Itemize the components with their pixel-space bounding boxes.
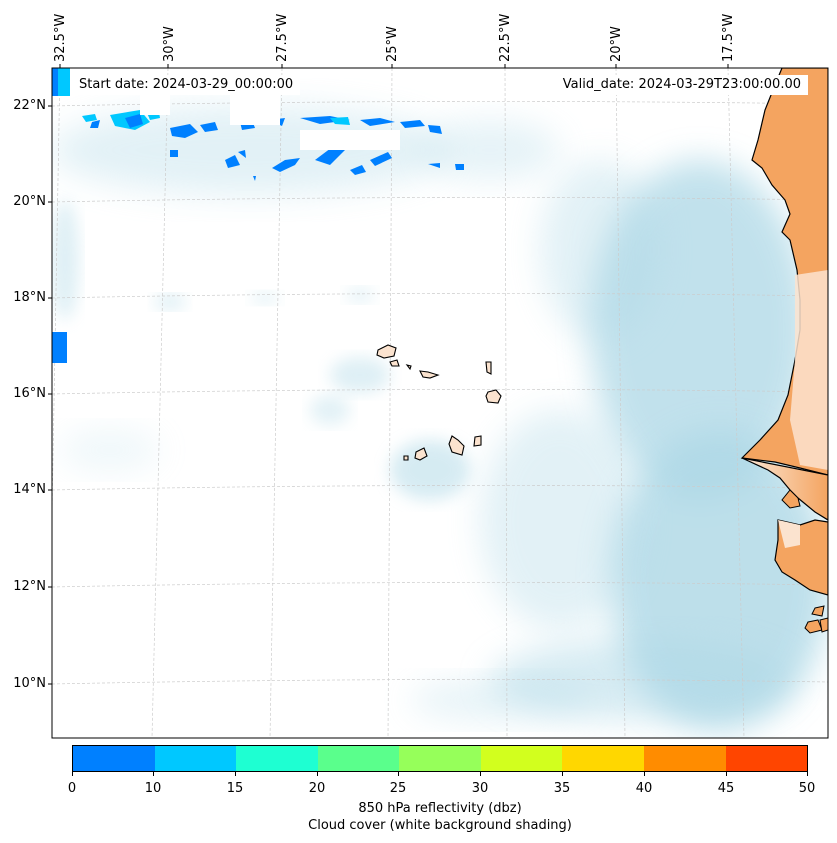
longitude-label: 30°W — [162, 26, 177, 62]
longitude-ticks — [59, 64, 729, 68]
valid-date-label: Valid_date: 2024-03-29T23:00:00.00 — [555, 75, 808, 95]
map-frame — [51, 67, 829, 739]
colorbar — [72, 745, 808, 772]
latitude-label: 20°N — [13, 194, 46, 209]
latitude-label: 12°N — [13, 579, 46, 594]
colorbar-segment — [399, 746, 481, 771]
colorbar-tick — [235, 771, 236, 776]
colorbar-tick — [807, 771, 808, 776]
colorbar-segment — [725, 746, 808, 771]
longitude-label: 32.5°W — [53, 13, 68, 62]
latitude-label: 14°N — [13, 482, 46, 497]
colorbar-tick-label: 40 — [635, 781, 653, 796]
colorbar-tick — [153, 771, 154, 776]
colorbar-tick — [72, 771, 73, 776]
colorbar-tick-label: 0 — [67, 781, 77, 796]
latitude-label: 22°N — [13, 98, 46, 113]
cloud-cover-shading — [52, 105, 828, 730]
colorbar-segment — [480, 746, 563, 771]
colorbar-tick-label: 15 — [226, 781, 244, 796]
africa-coastline — [740, 68, 828, 634]
map-area — [52, 68, 828, 738]
colorbar-segment — [154, 746, 237, 771]
latitude-label: 16°N — [13, 386, 46, 401]
colorbar-tick — [562, 771, 563, 776]
colorbar-tick-label: 45 — [717, 781, 735, 796]
colorbar-tick — [726, 771, 727, 776]
cape-verde-islands — [376, 344, 502, 461]
latitude-label: 18°N — [13, 290, 46, 305]
longitude-label: 25°W — [385, 26, 400, 62]
colorbar-tick-label: 30 — [471, 781, 489, 796]
colorbar-tick — [644, 771, 645, 776]
colorbar-segment — [562, 746, 644, 771]
latitude-label: 10°N — [13, 676, 46, 691]
start-date-label: Start date: 2024-03-29_00:00:00 — [72, 75, 301, 95]
colorbar-tick-label: 10 — [144, 781, 162, 796]
colorbar-tick — [480, 771, 481, 776]
colorbar-title: 850 hPa reflectivity (dbz) — [358, 801, 522, 816]
longitude-label: 20°W — [609, 26, 624, 62]
colorbar-tick-label: 25 — [389, 781, 407, 796]
colorbar-tick — [398, 771, 399, 776]
longitude-label: 27.5°W — [275, 13, 290, 62]
colorbar-tick-label: 35 — [553, 781, 571, 796]
colorbar-tick-label: 50 — [798, 781, 816, 796]
gridlines — [52, 68, 828, 738]
latitude-ticks — [48, 105, 52, 685]
colorbar-segment — [73, 746, 155, 771]
colorbar-tick-label: 20 — [308, 781, 326, 796]
longitude-label: 17.5°W — [721, 13, 736, 62]
colorbar-segment — [317, 746, 400, 771]
longitude-label: 22.5°W — [498, 13, 513, 62]
colorbar-tick — [317, 771, 318, 776]
colorbar-segment — [236, 746, 318, 771]
colorbar-segment — [643, 746, 726, 771]
colorbar-subtitle: Cloud cover (white background shading) — [308, 818, 572, 833]
